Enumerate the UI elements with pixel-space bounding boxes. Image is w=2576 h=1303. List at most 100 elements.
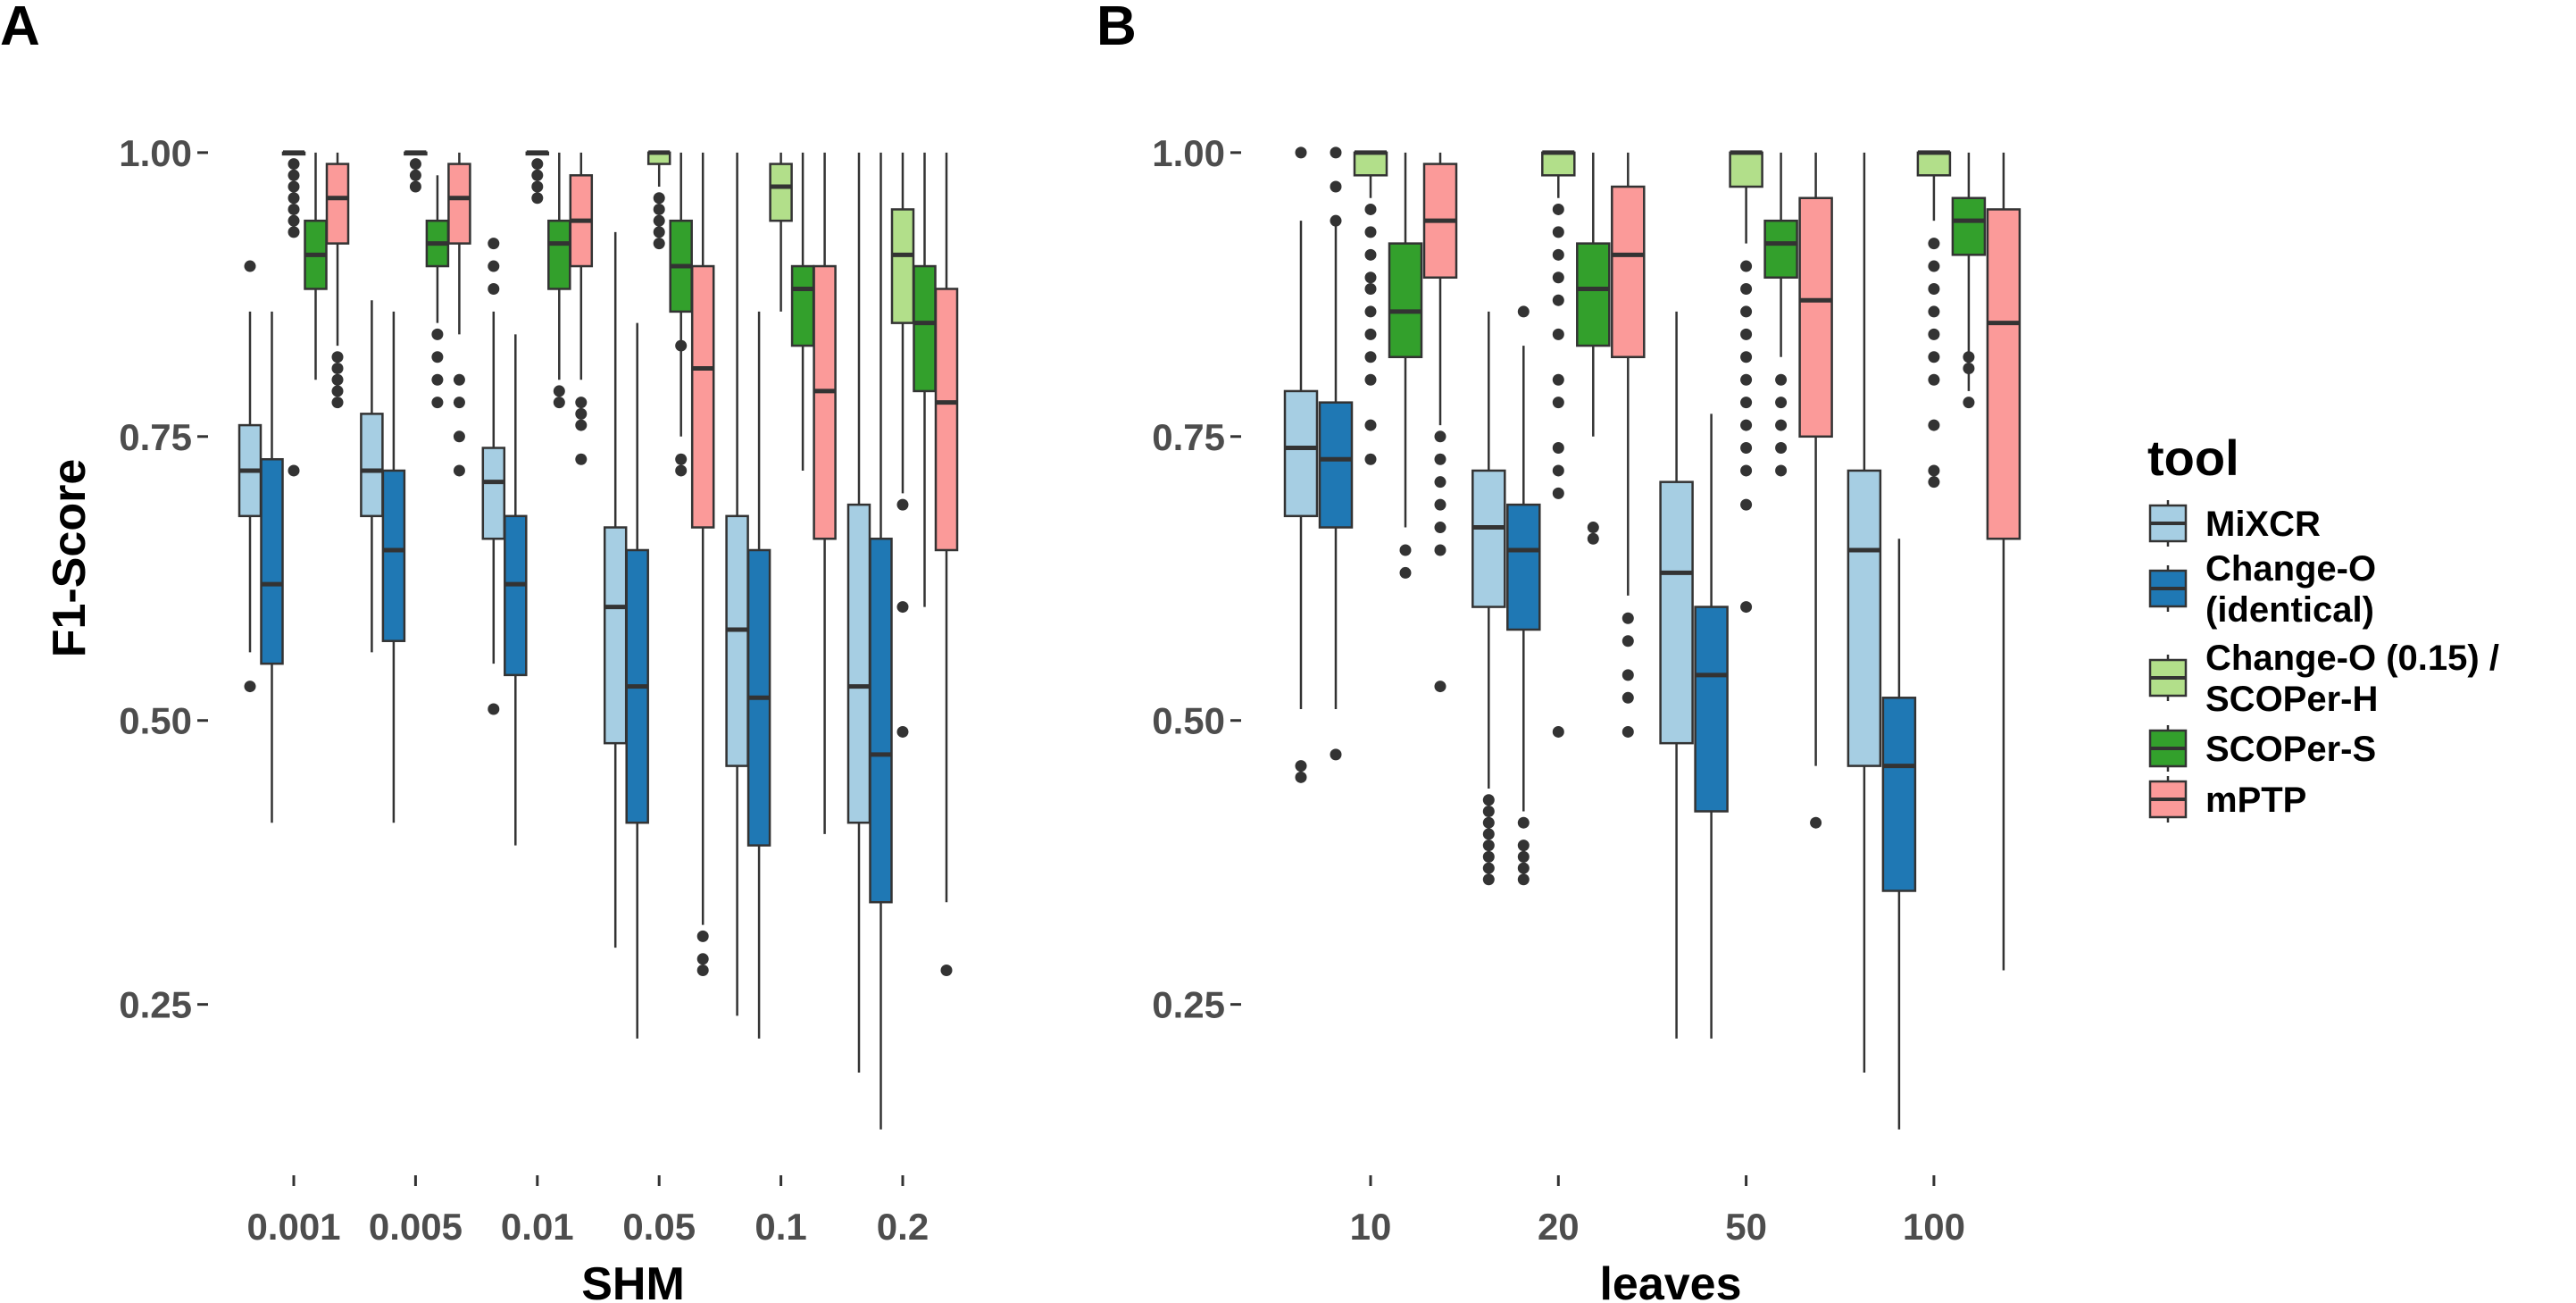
outlier-point xyxy=(453,464,465,477)
outlier-point xyxy=(1364,373,1377,386)
outlier-point xyxy=(1740,498,1753,511)
outlier-point xyxy=(653,192,665,205)
box-0-05-mptp xyxy=(690,152,715,977)
outlier-point xyxy=(288,192,300,205)
x-tick-label-10: 10 xyxy=(1350,1206,1392,1248)
box-50-change-o-identical xyxy=(1694,413,1729,1039)
outlier-point xyxy=(1517,850,1530,863)
outlier-point xyxy=(1434,522,1446,534)
panel-b-y-tick-label: 0.75 xyxy=(1152,416,1225,458)
outlier-point xyxy=(1552,373,1564,386)
box-50-change-o-0-15-scoper-h xyxy=(1729,150,1763,614)
outlier-point xyxy=(288,203,300,215)
outlier-point xyxy=(1552,226,1564,238)
outlier-point xyxy=(453,373,465,386)
outlier-point xyxy=(1364,271,1377,284)
iqr-box xyxy=(1916,151,1952,177)
legend: tool MiXCR Change-O(identical) Change-O (0… xyxy=(2147,430,2499,823)
outlier-point xyxy=(331,397,344,409)
outlier-point xyxy=(1740,601,1753,614)
outlier-point xyxy=(1482,805,1495,817)
outlier-point xyxy=(1928,260,1940,272)
iqr-box xyxy=(1541,151,1576,177)
outlier-point xyxy=(1482,816,1495,829)
box-0-001-scoper-s xyxy=(304,152,328,380)
iqr-box xyxy=(1506,503,1541,631)
box-0-1-mptp xyxy=(813,152,837,834)
outlier-point xyxy=(653,214,665,227)
outlier-point xyxy=(1517,816,1530,829)
box-0-01-mptp xyxy=(569,152,594,465)
iqr-box xyxy=(1659,480,1694,745)
box-0-1-change-o-identical xyxy=(746,311,771,1039)
outlier-point xyxy=(1740,305,1753,318)
outlier-point xyxy=(1928,305,1940,318)
box-0-01-change-o-identical xyxy=(504,334,528,846)
box-0-01-scoper-s xyxy=(547,152,571,409)
box-0-005-scoper-s xyxy=(425,175,450,409)
iqr-box xyxy=(1763,219,1798,280)
outlier-point xyxy=(488,260,500,272)
outlier-point xyxy=(1482,794,1495,806)
outlier-point xyxy=(553,397,565,409)
iqr-box xyxy=(504,514,528,677)
box-0-2-mixcr xyxy=(846,152,871,1073)
iqr-box xyxy=(1471,469,1506,608)
iqr-box xyxy=(1283,389,1319,518)
outlier-point xyxy=(1928,328,1940,340)
x-tick-label-100: 100 xyxy=(1903,1206,1965,1248)
outlier-point xyxy=(1517,873,1530,886)
outlier-point xyxy=(331,351,344,363)
outlier-point xyxy=(1740,373,1753,386)
outlier-point xyxy=(1928,238,1940,250)
iqr-box xyxy=(360,413,384,518)
outlier-point xyxy=(1482,862,1495,874)
box-100-scoper-s xyxy=(1951,152,1987,409)
legend-label: MiXCR xyxy=(2205,505,2321,544)
outlier-point xyxy=(575,453,588,465)
outlier-point xyxy=(1295,771,1307,783)
outlier-point xyxy=(1399,566,1412,579)
outlier-point xyxy=(696,965,709,977)
outlier-point xyxy=(1399,544,1412,556)
iqr-box xyxy=(690,264,715,529)
box-0-1-change-o-0-15-scoper-h xyxy=(769,152,793,312)
outlier-point xyxy=(1434,476,1446,489)
outlier-point xyxy=(896,725,909,738)
x-tick-label-0-01: 0.01 xyxy=(501,1206,574,1248)
box-0-001-change-o-0-15-scoper-h xyxy=(281,150,306,477)
box-0-005-change-o-identical xyxy=(381,311,406,823)
x-tick-label-0-1: 0.1 xyxy=(754,1206,806,1248)
x-tick-label-0-005: 0.005 xyxy=(369,1206,463,1248)
box-0-005-mptp xyxy=(447,152,471,477)
outlier-point xyxy=(1552,294,1564,306)
iqr-box xyxy=(1318,401,1354,529)
panel-b-y-tick-label: 1.00 xyxy=(1152,132,1225,174)
box-20-mptp xyxy=(1611,152,1646,738)
box-10-change-o-identical xyxy=(1318,146,1354,761)
outlier-point xyxy=(431,351,444,363)
outlier-point xyxy=(1775,464,1788,477)
outlier-point xyxy=(1775,442,1788,455)
box-10-mptp xyxy=(1422,152,1458,693)
box-20-change-o-0-15-scoper-h xyxy=(1541,150,1576,738)
outlier-point xyxy=(675,339,688,352)
outlier-point xyxy=(1330,180,1342,193)
outlier-point xyxy=(1740,328,1753,340)
box-100-change-o-0-15-scoper-h xyxy=(1916,150,1952,489)
outlier-point xyxy=(575,407,588,420)
outlier-point xyxy=(1434,681,1446,693)
outlier-point xyxy=(1621,635,1634,647)
iqr-box xyxy=(481,447,506,540)
outlier-point xyxy=(1434,453,1446,465)
outlier-point xyxy=(1295,146,1307,159)
outlier-point xyxy=(1810,816,1822,829)
iqr-box xyxy=(603,526,628,745)
iqr-box xyxy=(1694,606,1729,813)
panel-b-y-tick-label: 0.25 xyxy=(1152,984,1225,1026)
outlier-point xyxy=(1482,850,1495,863)
outlier-point xyxy=(653,203,665,215)
iqr-box xyxy=(1611,185,1646,359)
box-0-2-change-o-0-15-scoper-h xyxy=(890,152,915,738)
legend-label: SCOPer-H xyxy=(2205,680,2378,719)
